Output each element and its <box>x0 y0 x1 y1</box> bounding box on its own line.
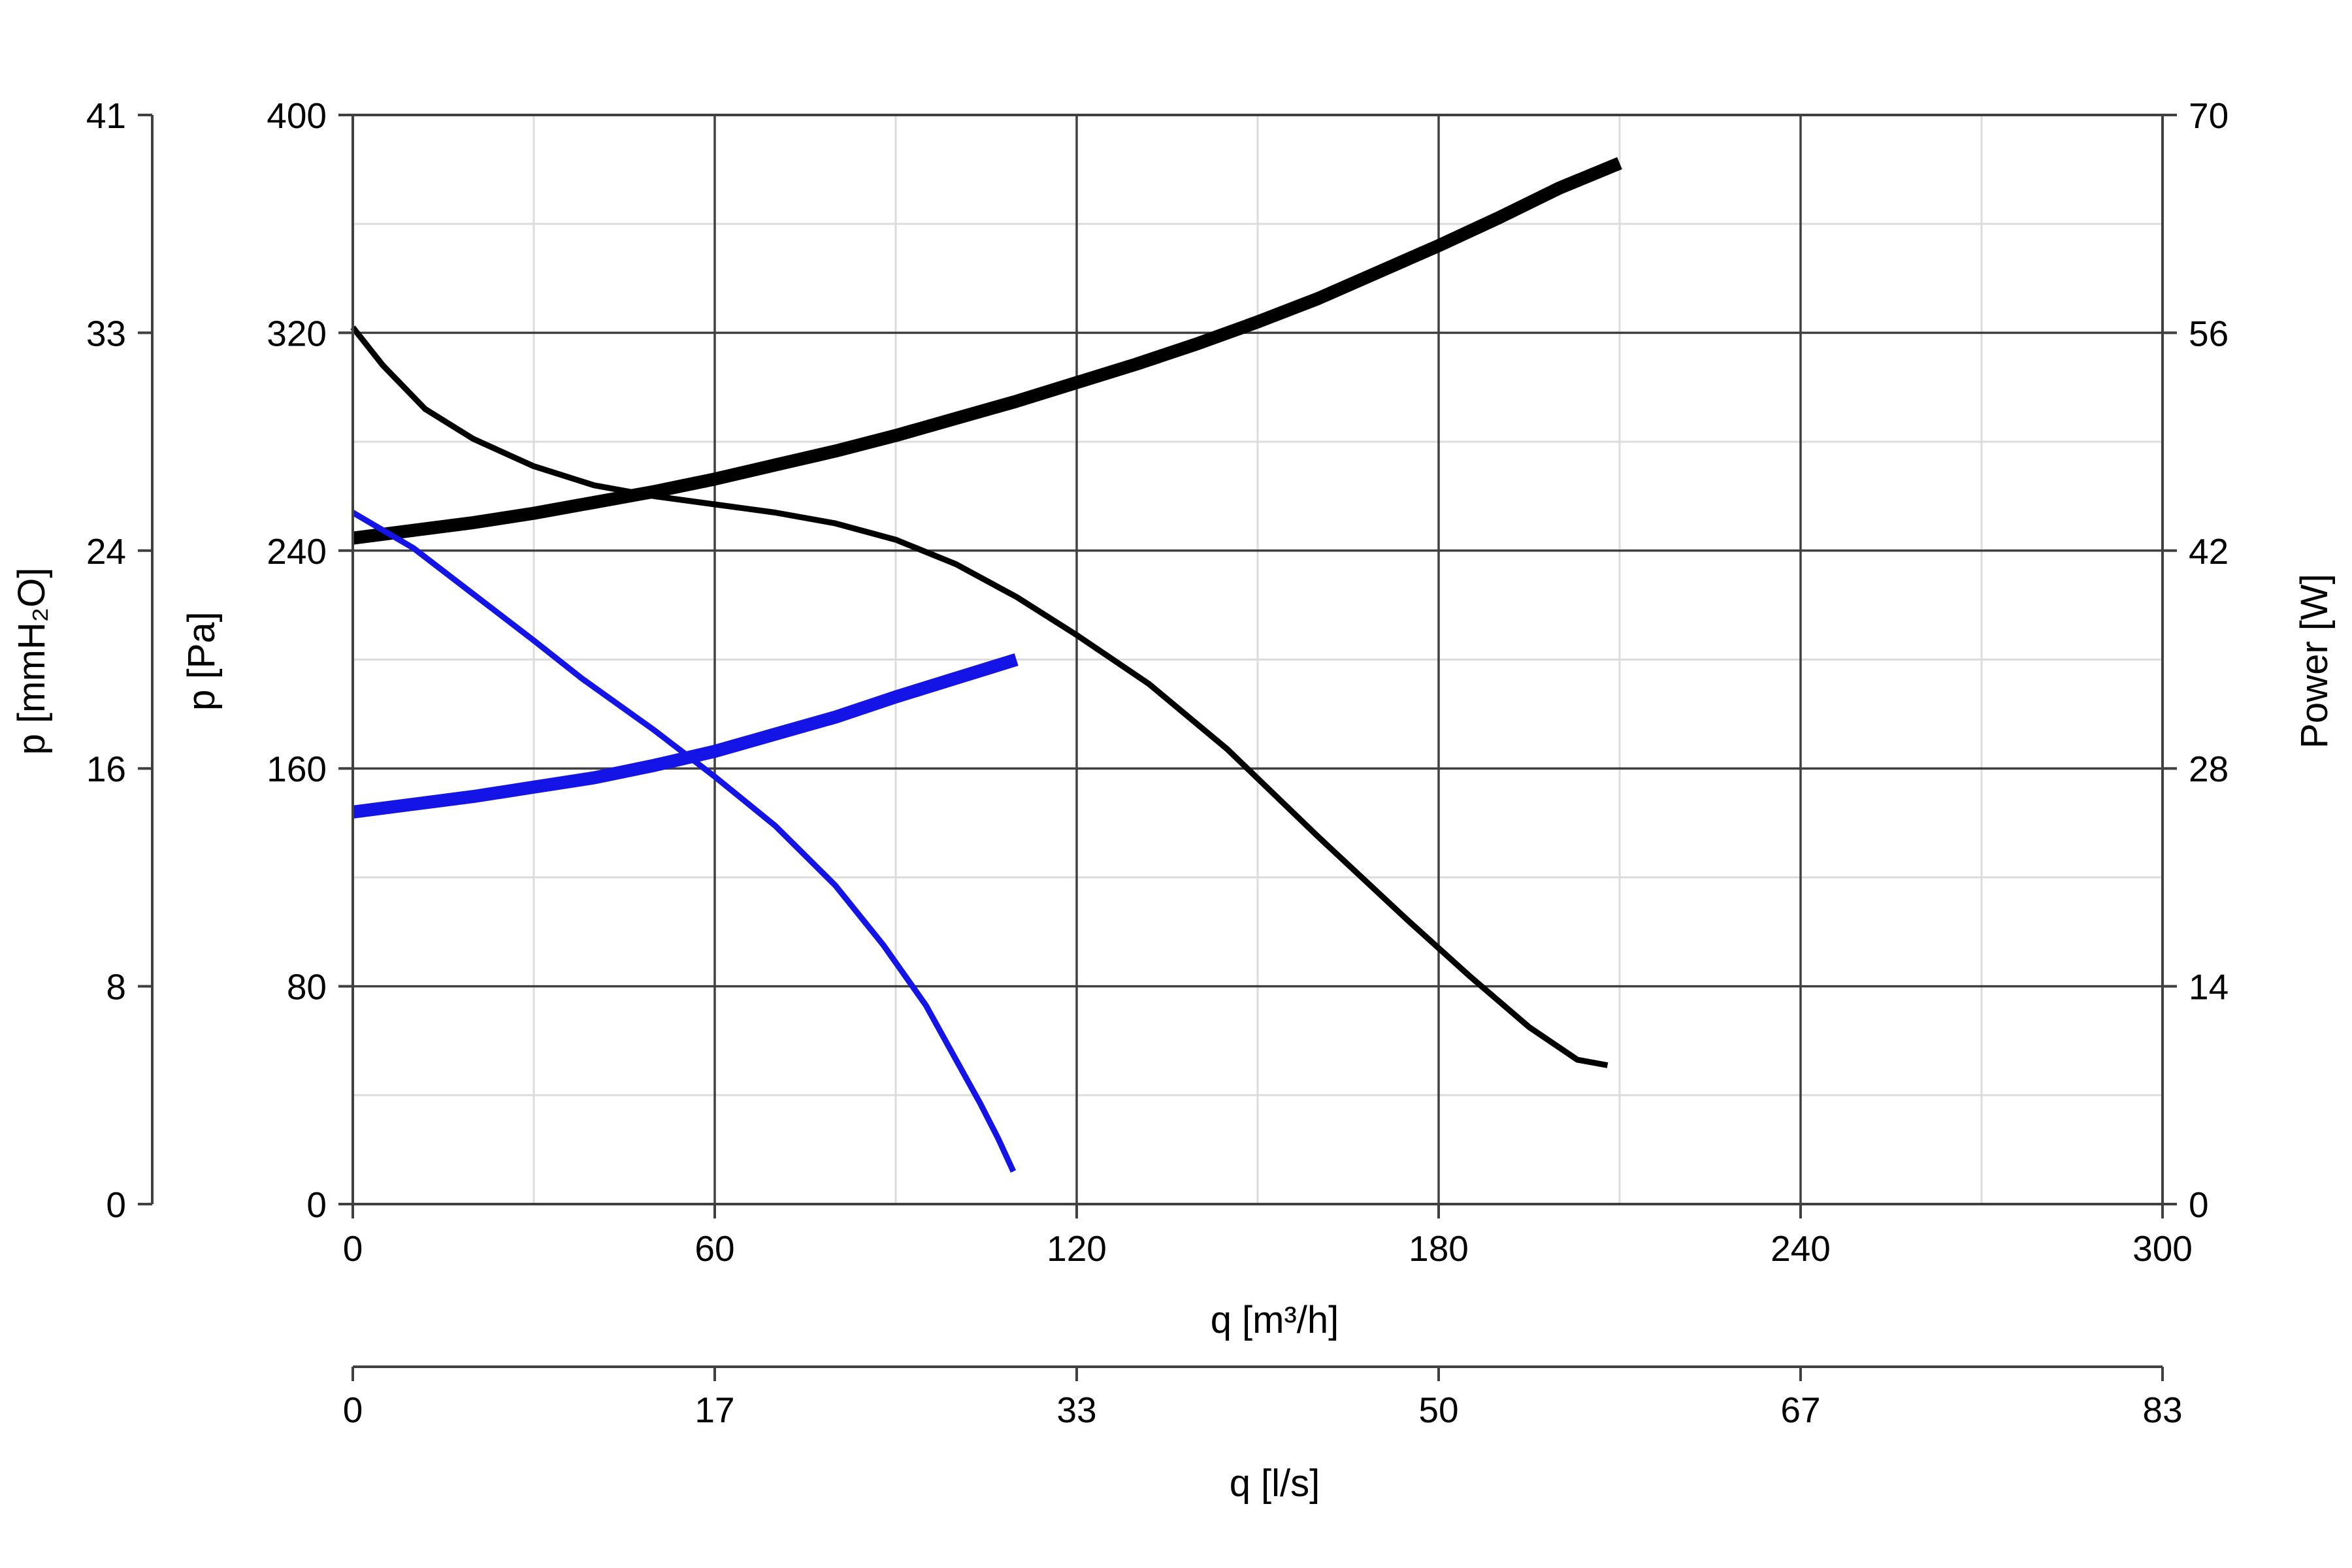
y2-tick-label: 24 <box>86 531 126 572</box>
x2-tick-label: 83 <box>2142 1390 2182 1430</box>
x2-tick-label: 67 <box>1780 1390 1820 1430</box>
black-pressure-curve <box>350 325 1609 1068</box>
x2-tick-label: 0 <box>343 1390 363 1430</box>
y3-axis-title: Power [W] <box>2293 574 2336 749</box>
y3-tick-label: 0 <box>2189 1184 2209 1225</box>
y-tick-label: 320 <box>267 313 327 353</box>
blue-power-curve <box>351 653 1019 819</box>
y-tick-label: 240 <box>267 531 327 572</box>
minor-grid <box>353 115 2163 1204</box>
x2-tick-label: 33 <box>1056 1390 1096 1430</box>
y-axis-title: p [Pa] <box>180 612 223 711</box>
blue-pressure-curve <box>351 510 1017 1173</box>
x-tick-label: 300 <box>2132 1228 2193 1269</box>
y3-tick-label: 28 <box>2189 749 2229 789</box>
black-power-curve <box>351 157 1622 545</box>
y2-tick-label: 0 <box>106 1184 126 1225</box>
y3-tick-label: 14 <box>2189 967 2229 1007</box>
y3-tick-label: 70 <box>2189 95 2229 136</box>
plot-frame <box>351 114 2164 1205</box>
y3-tick-label: 56 <box>2189 313 2229 353</box>
x2-tick-label: 50 <box>1418 1390 1458 1430</box>
y-tick-label: 80 <box>287 967 327 1007</box>
x-tick-label: 60 <box>694 1228 734 1269</box>
y2-axis-title: p [mmH₂O] <box>10 568 53 755</box>
x-tick-label: 180 <box>1409 1228 1469 1269</box>
curves <box>350 157 1622 1173</box>
x2-axis-title: q [l/s] <box>1230 1462 1320 1505</box>
x-axis-title: q [m³/h] <box>1211 1299 1339 1341</box>
y-tick-label: 160 <box>267 749 327 789</box>
x-tick-label: 240 <box>1771 1228 1831 1269</box>
y3-tick-label: 42 <box>2189 531 2229 572</box>
y2-tick-label: 16 <box>86 749 126 789</box>
x-tick-label: 0 <box>343 1228 363 1269</box>
y2-tick-label: 33 <box>86 313 126 353</box>
plot-border <box>351 114 2164 1205</box>
x-tick-label: 120 <box>1047 1228 1107 1269</box>
y2-tick-label: 41 <box>86 95 126 136</box>
x2-tick-label: 17 <box>694 1390 734 1430</box>
major-grid <box>353 115 2163 1204</box>
y-tick-label: 0 <box>306 1184 327 1225</box>
y-tick-label: 400 <box>267 95 327 136</box>
y2-tick-label: 8 <box>106 967 126 1007</box>
